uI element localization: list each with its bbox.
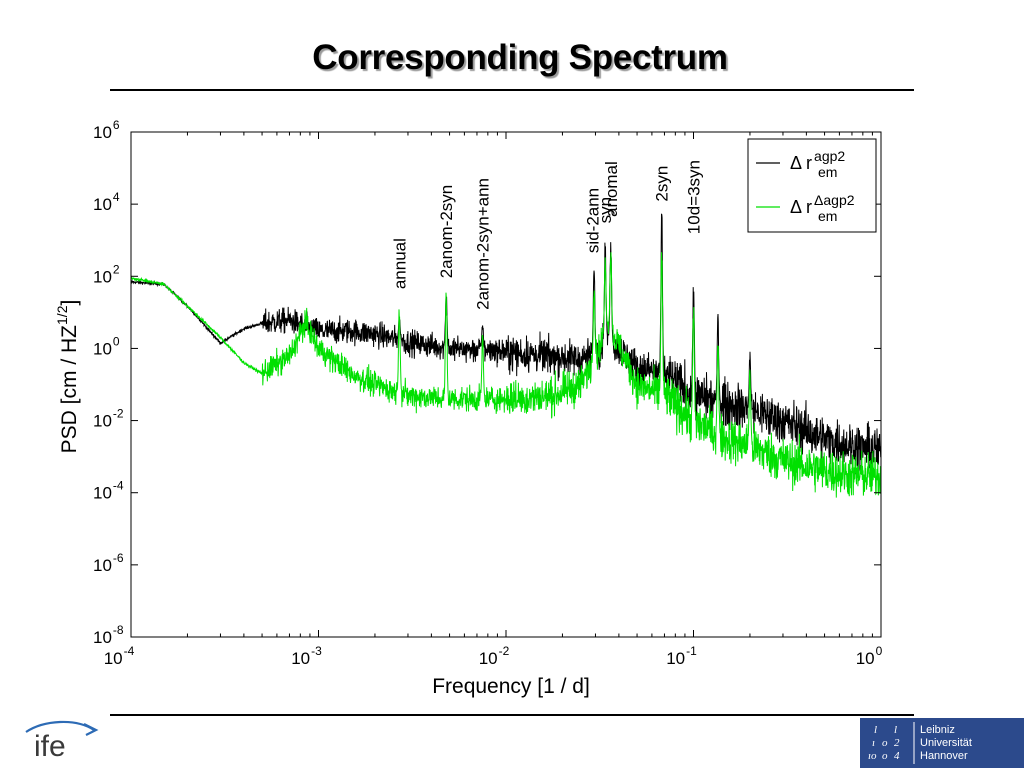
footer-divider — [110, 714, 914, 716]
legend-entry-sub-1: em — [818, 208, 837, 224]
annotation-5: anomal — [602, 161, 621, 217]
x-tick-label-1: 10-3 — [291, 644, 322, 668]
legend-box — [747, 138, 877, 233]
annotation-6: 2syn — [653, 166, 672, 202]
y-tick-label-2: 10-4 — [93, 479, 124, 503]
legend-entry-0: Δ r agp2 — [790, 148, 845, 173]
x-tick-label-4: 100 — [856, 644, 883, 668]
title-divider — [110, 89, 914, 91]
luh-mark-6: ıo — [868, 750, 877, 762]
psd-chart: 10-4 10-3 10-2 10-1 100 10-8 10-6 10-4 10-2 100 10… — [54, 118, 883, 698]
series-line-0 — [131, 213, 881, 475]
annotation-4: syn — [596, 197, 615, 223]
x-axis-label: Frequency [1 / d] — [432, 675, 590, 698]
slide-title: Corresponding Spectrum — [312, 38, 728, 77]
y-tick-label-5: 102 — [93, 262, 120, 286]
ife-logo-text: ife — [34, 730, 66, 762]
x-tick-label-3: 10-1 — [666, 644, 697, 668]
annotation-3: sid-2ann — [584, 188, 603, 253]
legend-entry-sub-0: em — [818, 164, 837, 180]
ife-logo: ife — [25, 720, 99, 762]
annotation-1: 2anom-2syn — [437, 185, 456, 279]
luh-mark-5: 2 — [894, 737, 900, 749]
y-axis-label: PSD [cm / HZ1/2] — [54, 300, 81, 454]
annotation-7: 10d=3syn — [685, 160, 704, 234]
y-tick-label-0: 10-8 — [93, 623, 124, 647]
luh-mark-4: o — [882, 737, 888, 749]
luh-mark-1: l — [874, 724, 877, 736]
luh-line-3: Hannover — [920, 750, 968, 762]
luh-logo: l l ı o 2 ıo o 4 Leibniz Universität Han… — [860, 718, 1024, 768]
series-line-1 — [131, 252, 881, 498]
luh-line-1: Leibniz — [920, 724, 955, 736]
x-tick-label-0: 10-4 — [104, 644, 135, 668]
annotation-2: 2anom-2syn+ann — [474, 178, 493, 310]
legend-entry-1: Δ r Δagp2 — [790, 192, 855, 217]
luh-mark-3: ı — [872, 737, 875, 749]
annotation-0: annual — [390, 238, 409, 289]
y-tick-label-4: 100 — [93, 334, 120, 358]
luh-mark-8: 4 — [894, 750, 900, 762]
luh-mark-7: o — [882, 750, 888, 762]
y-tick-label-6: 104 — [93, 190, 120, 214]
x-tick-label-2: 10-2 — [479, 644, 510, 668]
luh-mark-2: l — [894, 724, 897, 736]
y-tick-label-3: 10-2 — [93, 407, 124, 431]
luh-line-2: Universität — [920, 737, 972, 749]
y-tick-label-1: 10-6 — [93, 551, 124, 575]
y-tick-label-7: 106 — [93, 118, 120, 142]
